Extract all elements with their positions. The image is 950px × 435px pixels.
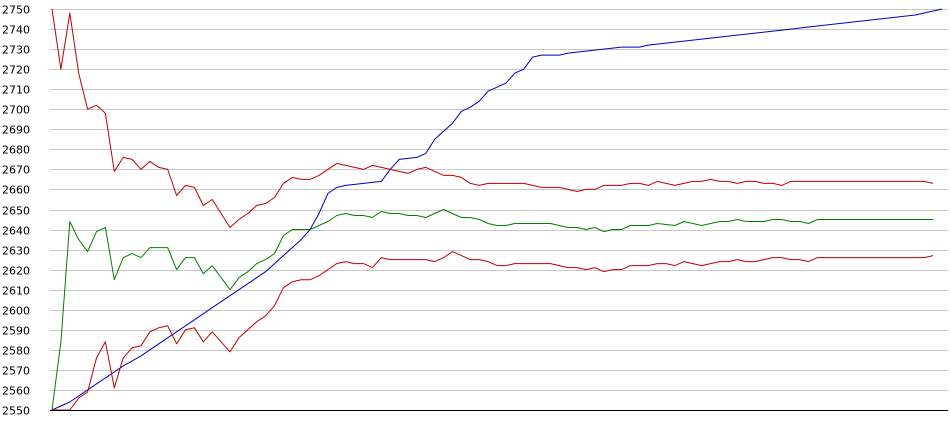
y-tick-label: 2620 xyxy=(2,265,30,278)
y-tick-label: 2740 xyxy=(2,24,30,37)
y-tick-label: 2560 xyxy=(2,385,30,398)
gridlines xyxy=(50,9,948,411)
y-tick-label: 2690 xyxy=(2,124,30,137)
series-line-2 xyxy=(51,8,934,228)
y-tick-label: 2630 xyxy=(2,245,30,258)
y-tick-label: 2640 xyxy=(2,225,30,238)
y-tick-label: 2750 xyxy=(2,4,30,17)
y-tick-label: 2610 xyxy=(2,285,30,298)
series-line-3 xyxy=(51,209,934,411)
y-tick-label: 2660 xyxy=(2,184,30,197)
y-tick-label: 2680 xyxy=(2,144,30,157)
y-tick-label: 2580 xyxy=(2,345,30,358)
series-line-1 xyxy=(51,8,943,411)
y-tick-label: 2720 xyxy=(2,64,30,77)
y-tick-label: 2550 xyxy=(2,405,30,418)
y-tick-label: 2590 xyxy=(2,325,30,338)
y-tick-label: 2570 xyxy=(2,365,30,378)
y-tick-label: 2650 xyxy=(2,205,30,218)
y-tick-label: 2670 xyxy=(2,164,30,177)
y-axis-tick-labels: 2550 2560 2570 2580 2590 2600 2610 2620 2630 2640… xyxy=(2,4,30,418)
series-line-4 xyxy=(52,251,934,411)
y-tick-label: 2600 xyxy=(2,305,30,318)
y-tick-label: 2710 xyxy=(2,84,30,97)
y-tick-label: 2700 xyxy=(2,104,30,117)
y-tick-label: 2730 xyxy=(2,44,30,57)
series-lines xyxy=(51,8,943,411)
